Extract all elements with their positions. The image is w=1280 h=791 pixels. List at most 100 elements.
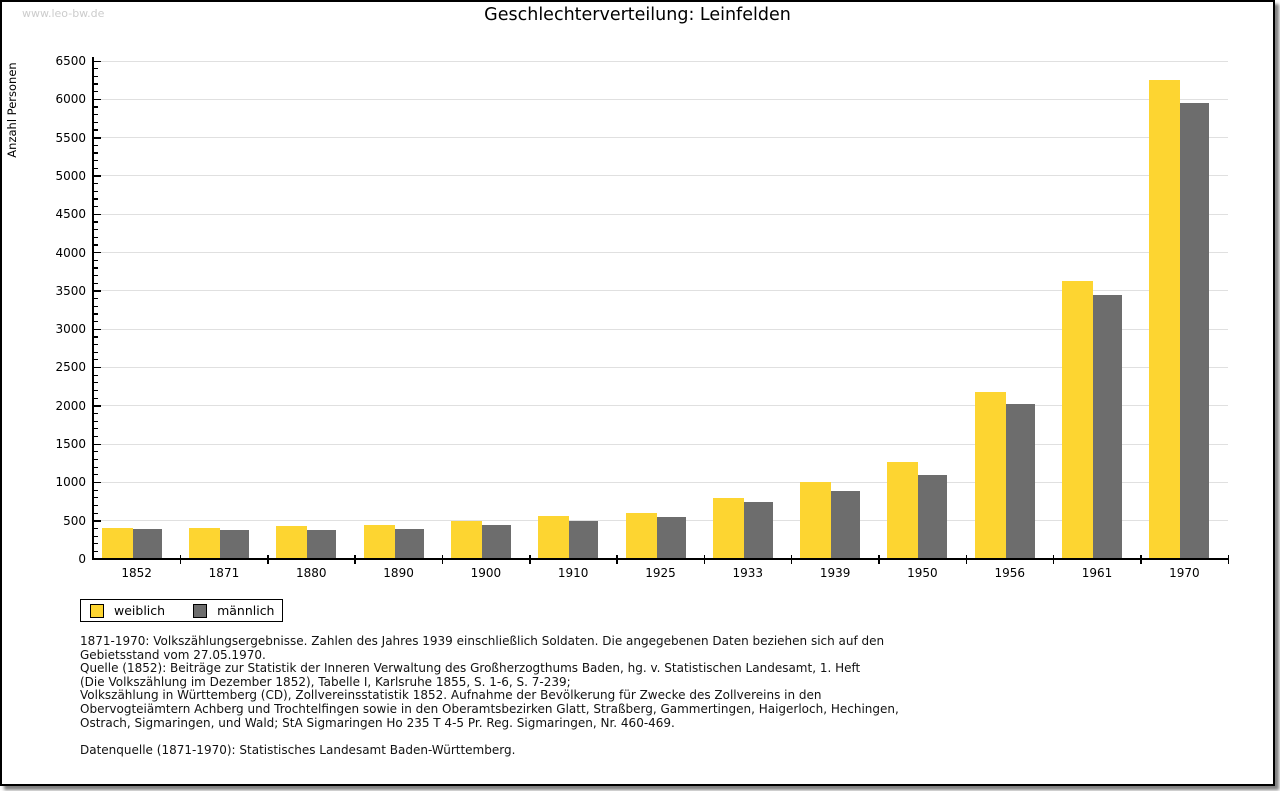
legend-item-maennlich: männlich	[193, 603, 274, 618]
y-minor-tick	[94, 428, 98, 430]
footnote-line: Quelle (1852): Beiträge zur Statistik de…	[80, 661, 861, 676]
y-tick-label: 6000	[55, 92, 86, 107]
y-major-tick	[94, 366, 101, 369]
x-tick-label-1880: 1880	[295, 566, 327, 580]
x-tick-label-1871: 1871	[208, 566, 240, 580]
x-tick-label-1970: 1970	[1169, 566, 1200, 580]
bar-weiblich-1890	[363, 524, 395, 559]
x-boundary-tick	[1227, 555, 1229, 564]
legend-swatch-weiblich	[90, 603, 104, 618]
y-minor-tick	[94, 206, 98, 208]
y-minor-tick	[94, 466, 98, 468]
bar-weiblich-1961	[1062, 280, 1094, 559]
y-minor-tick	[94, 282, 98, 284]
bar-weiblich-1925	[625, 513, 657, 559]
y-minor-tick	[94, 550, 98, 553]
footnote-line: Volkszählung in Württemberg (CD), Zollve…	[80, 688, 822, 703]
bar-weiblich-1852	[101, 527, 133, 559]
bar-weiblich-1900	[450, 520, 482, 559]
y-minor-tick	[94, 244, 98, 246]
y-minor-tick	[94, 359, 98, 361]
y-minor-tick	[94, 489, 98, 491]
bar-weiblich-1956	[974, 391, 1006, 559]
y-axis-title: Anzahl Personen	[5, 62, 19, 158]
bar-männlich-1890	[392, 529, 424, 559]
bar-männlich-1961	[1091, 294, 1123, 559]
x-tick-label-1900: 1900	[470, 566, 502, 580]
chart-title: Geschlechterverteilung: Leinfelden	[484, 5, 791, 25]
y-minor-tick	[94, 114, 98, 116]
y-tick-label: 4500	[55, 207, 86, 222]
y-tick-label: 4000	[55, 245, 86, 260]
y-minor-tick	[94, 259, 98, 261]
y-minor-tick	[94, 343, 98, 346]
x-tick-label-1956: 1956	[994, 566, 1025, 580]
y-minor-tick	[94, 497, 98, 499]
gridline	[93, 405, 1228, 407]
y-major-tick	[94, 481, 101, 484]
y-minor-tick	[94, 504, 98, 507]
legend-label-maennlich: männlich	[217, 603, 275, 618]
y-minor-tick	[94, 198, 98, 200]
bar-männlich-1910	[567, 521, 599, 559]
y-minor-tick	[94, 374, 98, 376]
y-tick-label: 2000	[55, 398, 86, 413]
y-major-tick	[94, 290, 101, 292]
gridline	[93, 175, 1228, 177]
y-tick-label: 500	[63, 513, 86, 528]
bar-weiblich-1880	[276, 526, 308, 559]
bar-männlich-1933	[741, 501, 773, 559]
y-minor-tick	[94, 543, 98, 545]
y-minor-tick	[94, 527, 98, 530]
y-minor-tick	[94, 412, 98, 415]
gridline	[93, 137, 1228, 139]
y-axis-line	[92, 57, 94, 560]
y-minor-tick	[94, 420, 98, 422]
bar-weiblich-1970	[1149, 80, 1181, 559]
x-tick-label-1910: 1910	[557, 566, 589, 580]
y-major-tick	[94, 405, 101, 407]
y-minor-tick	[94, 313, 98, 315]
y-minor-tick	[94, 106, 98, 108]
legend-label-weiblich: weiblich	[114, 603, 166, 618]
gridline	[93, 328, 1228, 330]
y-minor-tick	[94, 397, 98, 399]
y-minor-tick	[94, 229, 98, 231]
y-tick-label: 3000	[55, 322, 86, 337]
y-minor-tick	[94, 221, 98, 223]
bar-männlich-1939	[829, 490, 861, 559]
bar-männlich-1880	[305, 529, 337, 559]
y-major-tick	[94, 213, 101, 216]
y-major-tick	[94, 60, 101, 62]
x-tick-label-1925: 1925	[645, 566, 676, 580]
y-minor-tick	[94, 167, 98, 169]
y-minor-tick	[94, 382, 98, 384]
y-minor-tick	[94, 275, 98, 277]
footnote-line: Gebietsstand vom 27.05.1970.	[80, 647, 266, 662]
gridline	[93, 366, 1228, 368]
gridline	[93, 481, 1228, 483]
bar-männlich-1871	[217, 530, 249, 559]
x-tick-label-1950: 1950	[907, 566, 938, 580]
y-minor-tick	[94, 474, 98, 476]
y-minor-tick	[94, 121, 98, 123]
y-minor-tick	[94, 83, 98, 85]
bar-weiblich-1871	[188, 528, 220, 559]
y-minor-tick	[94, 336, 98, 338]
y-tick-label: 1500	[55, 437, 86, 452]
y-tick-label: 1000	[55, 475, 86, 490]
y-minor-tick	[94, 267, 98, 269]
bar-männlich-1900	[479, 525, 511, 559]
bar-weiblich-1939	[800, 481, 832, 559]
bar-weiblich-1910	[538, 515, 570, 559]
source-footnote: 1871-1970: Volkszählungsergebnisse. Zahl…	[80, 634, 1210, 758]
gridline	[93, 443, 1228, 445]
y-major-tick	[94, 328, 101, 331]
gridline	[93, 98, 1228, 100]
y-minor-tick	[94, 236, 98, 238]
bar-männlich-1852	[130, 529, 162, 559]
x-tick-label-1961: 1961	[1081, 566, 1113, 580]
footnote-line: (Die Volkszählung im Dezember 1852), Tab…	[80, 674, 571, 689]
y-minor-tick	[94, 160, 98, 162]
